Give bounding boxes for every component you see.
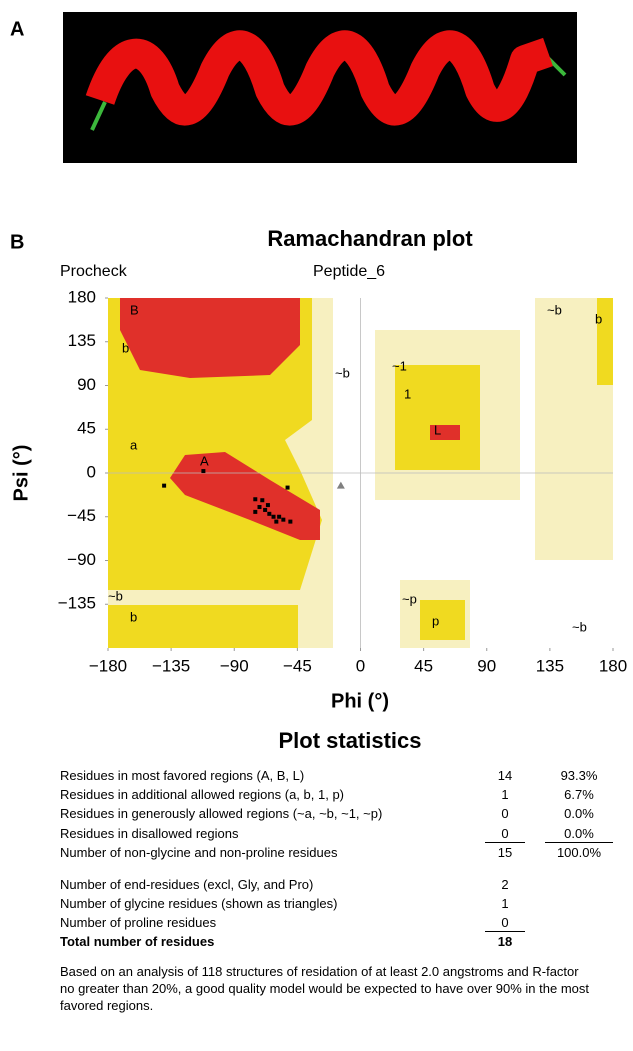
region-label: A bbox=[200, 453, 209, 468]
table-cell: Residues in most favored regions (A, B, … bbox=[60, 767, 304, 784]
helix-image bbox=[63, 12, 577, 163]
region-label: ~b bbox=[108, 588, 123, 603]
y-tick-label: −135 bbox=[58, 594, 96, 613]
table-cell: Total number of residues bbox=[60, 933, 214, 950]
x-tick-label: −45 bbox=[283, 656, 312, 675]
region-label: b bbox=[130, 609, 137, 624]
residue-point bbox=[267, 512, 271, 516]
page: A B Ramachandran plot Procheck Peptide_6… bbox=[0, 0, 633, 1051]
y-tick-label: 45 bbox=[77, 419, 96, 438]
region-label: B bbox=[130, 302, 139, 317]
region-label: ~b bbox=[335, 365, 350, 380]
y-tick-label: 180 bbox=[68, 287, 96, 306]
table-cell: Number of proline residues bbox=[60, 914, 216, 931]
table-cell: Residues in disallowed regions bbox=[60, 825, 239, 842]
table-cell: Number of non-glycine and non-proline re… bbox=[60, 844, 338, 861]
residue-point bbox=[201, 469, 205, 473]
glycine-point bbox=[337, 482, 345, 489]
y-axis-label: Psi (°) bbox=[10, 445, 32, 502]
chart-title: Ramachandran plot bbox=[267, 226, 473, 251]
x-tick-label: −90 bbox=[220, 656, 249, 675]
residue-point bbox=[286, 486, 290, 490]
subtitle: Peptide_6 bbox=[313, 263, 385, 280]
region-label: ~1 bbox=[392, 358, 407, 373]
region-label: p bbox=[432, 613, 439, 628]
residue-point bbox=[263, 508, 267, 512]
residue-point bbox=[253, 497, 257, 501]
region-label: ~p bbox=[402, 591, 417, 606]
region-label: L bbox=[434, 422, 441, 437]
table-cell: 0 bbox=[485, 825, 525, 843]
x-tick-label: −135 bbox=[152, 656, 190, 675]
x-tick-label: 45 bbox=[414, 656, 433, 675]
table-cell: Number of end-residues (excl, Gly, and P… bbox=[60, 876, 313, 893]
y-tick-label: −45 bbox=[67, 506, 96, 525]
x-tick-label: 180 bbox=[599, 656, 627, 675]
table-cell: 0.0% bbox=[545, 805, 613, 822]
residue-point bbox=[260, 498, 264, 502]
table-cell: 1 bbox=[485, 786, 525, 803]
table-cell: 93.3% bbox=[545, 767, 613, 784]
table-cell: Number of glycine residues (shown as tri… bbox=[60, 895, 337, 912]
table-cell: 14 bbox=[485, 767, 525, 784]
residue-point bbox=[258, 505, 262, 509]
residue-point bbox=[162, 484, 166, 488]
note: Based on an analysis of 118 structures o… bbox=[60, 963, 590, 1014]
residue-point bbox=[266, 503, 270, 507]
x-tick-label: 0 bbox=[356, 656, 365, 675]
table-cell: Residues in generously allowed regions (… bbox=[60, 805, 382, 822]
table-cell: 18 bbox=[485, 933, 525, 950]
table-cell: Residues in additional allowed regions (… bbox=[60, 786, 344, 803]
y-tick-label: 90 bbox=[77, 375, 96, 394]
figure: A B Ramachandran plot Procheck Peptide_6… bbox=[0, 0, 633, 1051]
table-cell: 0 bbox=[485, 914, 525, 932]
table-cell: 100.0% bbox=[545, 844, 613, 861]
y-tick-label: −90 bbox=[67, 550, 96, 569]
region-label: 1 bbox=[404, 386, 411, 401]
subtitle: Procheck bbox=[60, 263, 128, 280]
region-label: ~b bbox=[572, 619, 587, 634]
region-label: ~b bbox=[547, 302, 562, 317]
table-cell: 15 bbox=[485, 844, 525, 861]
table-cell: 0.0% bbox=[545, 825, 613, 843]
region-label: b bbox=[595, 311, 602, 326]
x-tick-label: −180 bbox=[89, 656, 127, 675]
x-tick-label: 90 bbox=[477, 656, 496, 675]
x-tick-label: 135 bbox=[536, 656, 564, 675]
residue-point bbox=[288, 520, 292, 524]
table-cell: 0 bbox=[485, 805, 525, 822]
residue-point bbox=[274, 520, 278, 524]
residue-point bbox=[277, 515, 281, 519]
table-cell: 2 bbox=[485, 876, 525, 893]
panel-label: B bbox=[10, 231, 24, 253]
region-label: a bbox=[130, 437, 138, 452]
residue-point bbox=[272, 515, 276, 519]
residue-point bbox=[253, 510, 257, 514]
x-axis-label: Phi (°) bbox=[331, 690, 389, 712]
y-tick-label: 0 bbox=[87, 462, 96, 481]
panel-label: A bbox=[10, 18, 24, 40]
stats-title: Plot statistics bbox=[0, 728, 633, 754]
y-tick-label: 135 bbox=[68, 331, 96, 350]
table-cell: 6.7% bbox=[545, 786, 613, 803]
table-cell: 1 bbox=[485, 895, 525, 912]
residue-point bbox=[281, 518, 285, 522]
region-label: b bbox=[122, 340, 129, 355]
